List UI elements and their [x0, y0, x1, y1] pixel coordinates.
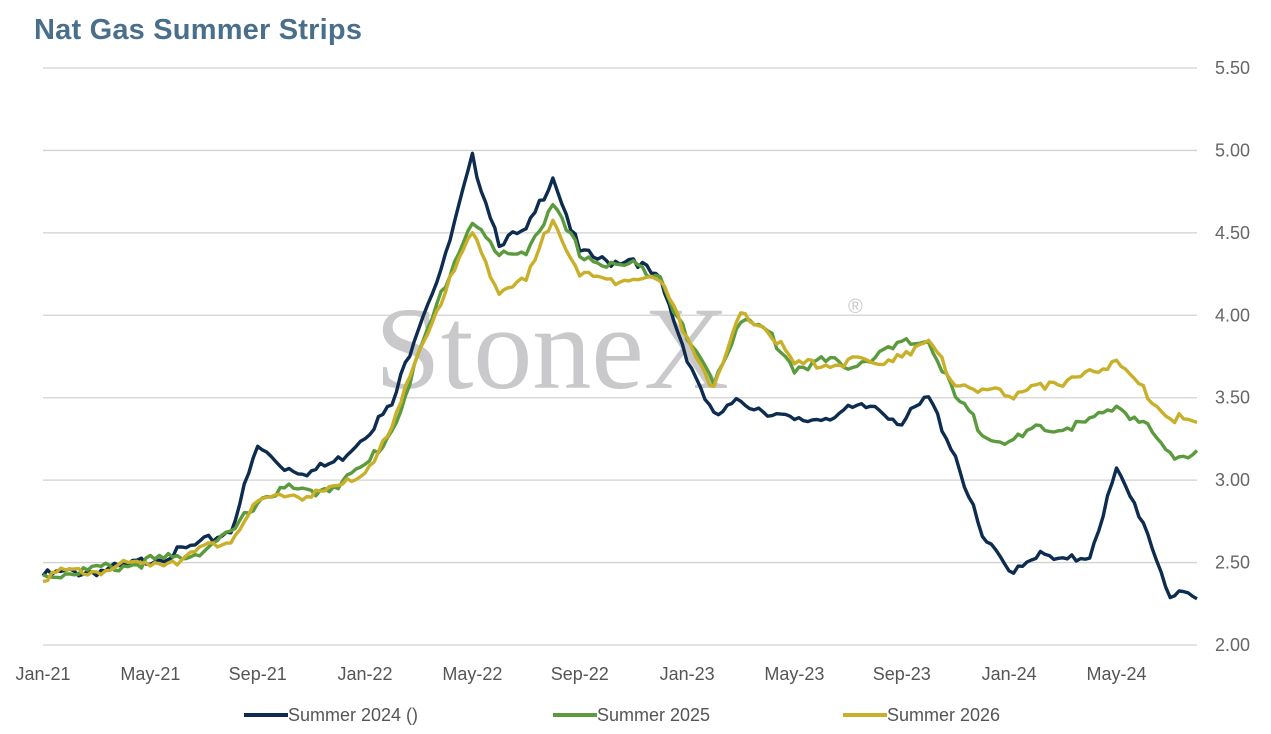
chart-title: Nat Gas Summer Strips: [34, 14, 363, 46]
series-line: [42, 202, 1199, 580]
y-tick-label: 4.00: [1215, 305, 1250, 325]
legend-label: Summer 2025: [597, 705, 710, 725]
legend: Summer 2024 () Summer 2025 Summer 2026: [244, 705, 1000, 725]
x-tick-label: May-23: [764, 664, 824, 684]
x-tick-label: Sep-22: [551, 664, 609, 684]
series-line: [42, 218, 1198, 584]
x-tick-label: Jan-22: [338, 664, 393, 684]
series-lines: [41, 151, 1199, 601]
y-tick-label: 3.00: [1215, 470, 1250, 490]
y-tick-label: 2.00: [1215, 635, 1250, 655]
x-tick-label: May-24: [1086, 664, 1146, 684]
y-axis-ticks: 5.50 5.00 4.50 4.00 3.50 3.00 2.50 2.00: [1215, 58, 1250, 655]
x-tick-label: Sep-23: [873, 664, 931, 684]
x-tick-label: May-21: [120, 664, 180, 684]
y-tick-label: 4.50: [1215, 223, 1250, 243]
watermark-registered-mark: ®: [848, 296, 863, 318]
x-tick-label: Sep-21: [229, 664, 287, 684]
legend-label: Summer 2024 (): [288, 705, 418, 725]
y-tick-label: 5.50: [1215, 58, 1250, 78]
y-tick-label: 5.00: [1215, 140, 1250, 160]
x-tick-label: Jan-21: [15, 664, 70, 684]
y-tick-label: 2.50: [1215, 553, 1250, 573]
watermark: StoneX ®: [375, 283, 863, 414]
x-axis-ticks: Jan-21 May-21 Sep-21 Jan-22 May-22 Sep-22 Jan-…: [15, 664, 1146, 684]
x-tick-label: May-22: [442, 664, 502, 684]
x-tick-label: Jan-24: [982, 664, 1037, 684]
legend-label: Summer 2026: [887, 705, 1000, 725]
y-tick-label: 3.50: [1215, 388, 1250, 408]
x-tick-label: Jan-23: [660, 664, 715, 684]
